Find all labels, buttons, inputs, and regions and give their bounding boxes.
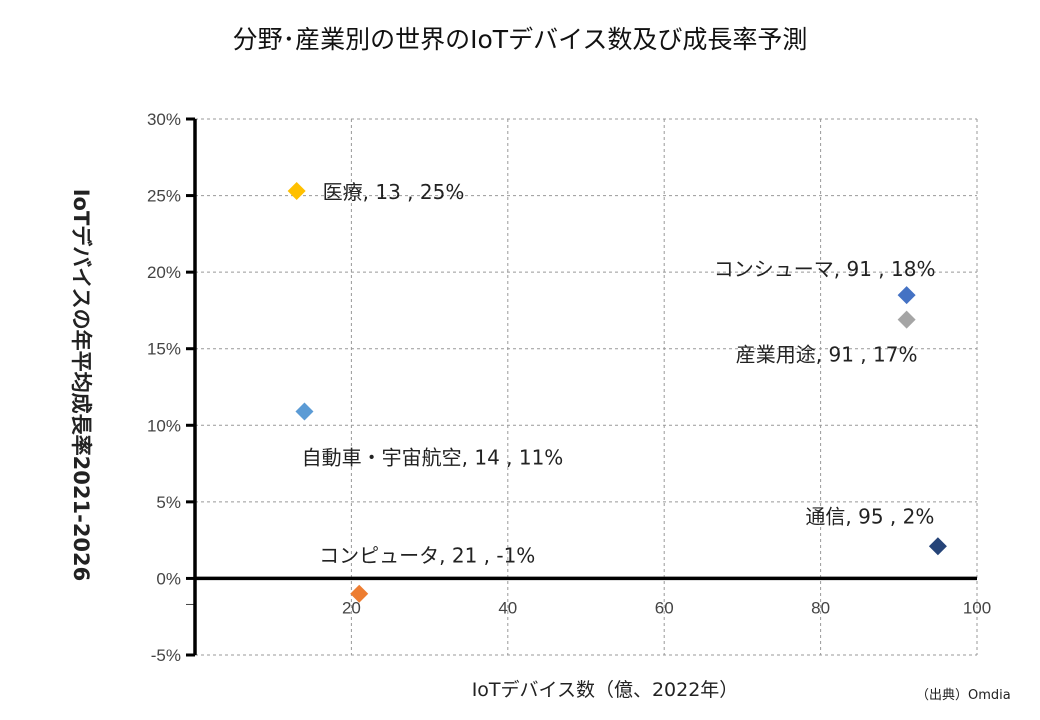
chart-title: 分野･産業別の世界のIoTデバイス数及び成長率予測 (232, 25, 808, 54)
x-tick-label: 60 (655, 598, 674, 617)
x-tick-label: 40 (498, 598, 517, 617)
point-医療 (287, 181, 306, 200)
y-tick-label: 5% (156, 493, 181, 512)
y-tick-label: 20% (147, 263, 181, 282)
data-label: コンシューマ, 91 , 18% (714, 257, 936, 281)
x-tick-label: 20 (342, 598, 361, 617)
data-label: 医療, 13 , 25% (323, 180, 465, 204)
data-label: 自動車・宇宙航空, 14 , 11% (302, 446, 564, 470)
y-tick-label: 25% (147, 187, 181, 206)
point-コンピュータ (350, 584, 369, 603)
data-label: コンピュータ, 21 , -1% (319, 544, 535, 568)
y-tick-label: 15% (147, 340, 181, 359)
point-自動車・宇宙航空 (295, 402, 314, 421)
x-tick-label: 80 (811, 598, 830, 617)
y-tick-label: 30% (147, 110, 181, 129)
y-tick-label: 0% (156, 569, 181, 588)
data-label: 産業用途, 91 , 17% (736, 343, 918, 367)
y-tick-label: -5% (151, 646, 181, 665)
x-tick-label: 100 (963, 598, 991, 617)
data-label: 通信, 95 , 2% (805, 504, 934, 528)
y-tick-label: 10% (147, 416, 181, 435)
point-産業用途 (897, 310, 916, 329)
source-note: （出典）Omdia (916, 688, 1011, 703)
point-通信 (928, 537, 947, 556)
x-axis-title: IoTデバイス数（億、2022年） (471, 679, 739, 701)
point-コンシューマ (897, 286, 916, 305)
